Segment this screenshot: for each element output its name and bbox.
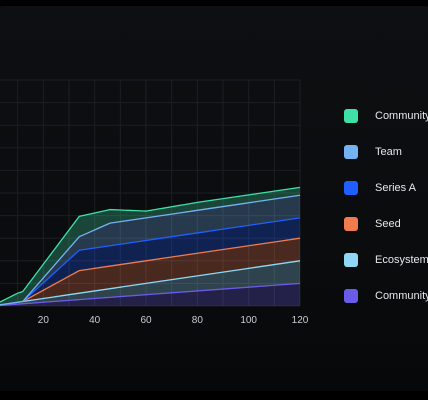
legend-swatch (344, 289, 358, 303)
legend-label: Community (375, 290, 428, 302)
legend-swatch (344, 109, 358, 123)
legend-label: Series A (375, 182, 416, 194)
x-tick-label: 100 (240, 315, 257, 326)
legend-swatch (344, 253, 358, 267)
legend: Community Team Series A Seed Ecosystem Commun… (344, 98, 428, 314)
legend-item: Ecosystem (344, 242, 428, 278)
x-axis-ticks: 20 40 60 80 100 120 (38, 315, 309, 326)
series-line-3 (0, 237, 301, 306)
x-tick-label: 80 (192, 315, 204, 326)
series-line-5 (0, 194, 301, 306)
x-tick-label: 20 (38, 315, 50, 326)
legend-item: Team (344, 134, 428, 170)
legend-item: Community (344, 98, 428, 134)
legend-label: Ecosystem (375, 254, 428, 266)
series-line-6 (0, 186, 301, 303)
legend-item: Community (344, 278, 428, 314)
series-area-5 (0, 195, 300, 305)
legend-label: Community (375, 110, 428, 122)
series-area-4 (0, 217, 300, 305)
chart-panel (0, 6, 428, 391)
legend-item: Seed (344, 206, 428, 242)
series-lines (0, 186, 301, 307)
series-areas (0, 187, 300, 306)
x-tick-label: 120 (292, 315, 309, 326)
legend-label: Seed (375, 218, 401, 230)
series-line-1 (0, 282, 301, 307)
series-line-2 (0, 260, 301, 306)
legend-swatch (344, 181, 358, 195)
x-tick-label: 40 (89, 315, 101, 326)
legend-swatch (344, 145, 358, 159)
legend-label: Team (375, 146, 402, 158)
legend-swatch (344, 217, 358, 231)
series-area-3 (0, 238, 300, 305)
x-tick-label: 60 (140, 315, 152, 326)
series-line-4 (0, 217, 301, 306)
legend-item: Series A (344, 170, 428, 206)
